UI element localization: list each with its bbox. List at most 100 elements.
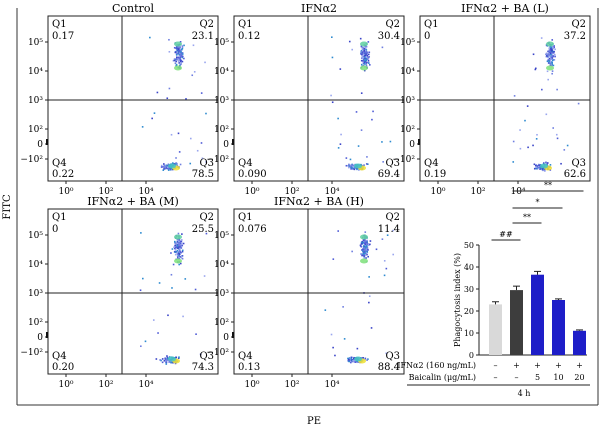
event-dot (392, 253, 395, 256)
event-dot (180, 256, 182, 259)
event-dot (545, 53, 547, 56)
event-dot (363, 251, 365, 254)
event-dot (362, 60, 364, 62)
event-dot (371, 118, 373, 121)
event-dot (177, 48, 180, 51)
event-dot (177, 132, 180, 135)
event-dot (547, 54, 549, 56)
event-dot (177, 357, 180, 359)
plot-frame (233, 208, 405, 375)
event-dot (340, 133, 342, 136)
scatter-dots (141, 36, 208, 171)
event-dot (181, 257, 184, 260)
event-dot (178, 244, 180, 247)
event-dot (181, 60, 184, 63)
event-dot (149, 36, 151, 39)
event-dot (361, 57, 364, 60)
event-dot (352, 360, 354, 362)
event-dot (171, 162, 174, 164)
event-dot (366, 243, 368, 245)
event-dot (179, 56, 182, 58)
event-dot (339, 68, 342, 70)
event-dot (555, 133, 558, 136)
q2-label: Q2 (571, 19, 586, 30)
event-dot (181, 55, 184, 58)
event-dot (174, 248, 177, 251)
event-dot (364, 358, 366, 361)
q1-label: Q1 (52, 212, 67, 223)
event-dot (177, 56, 180, 59)
event-dot (364, 47, 366, 49)
event-dot (360, 129, 363, 131)
event-dot (178, 46, 180, 49)
event-dot (166, 166, 169, 169)
event-dot (174, 51, 177, 54)
event-dot (549, 52, 552, 55)
event-dot (179, 49, 182, 52)
event-dot (369, 243, 371, 246)
event-dot (356, 168, 358, 171)
density-hotspot (354, 356, 362, 362)
event-dot (549, 164, 552, 166)
y-tick-label: 10⁴ (400, 67, 415, 77)
event-dot (552, 64, 555, 67)
event-dot (177, 247, 179, 249)
event-dot (548, 50, 551, 52)
event-dot (177, 47, 180, 50)
event-dot (189, 162, 192, 165)
event-dot (350, 166, 353, 168)
event-dot (363, 51, 365, 54)
q4-value: 0.19 (424, 169, 446, 180)
event-dot (369, 240, 372, 242)
event-dot (334, 354, 336, 357)
q3-value: 88.4 (378, 362, 400, 373)
density-hotspot (360, 258, 368, 264)
y-tick-label: 10³ (400, 96, 415, 106)
event-dot (180, 54, 183, 57)
plot-frame (47, 208, 219, 375)
event-dot (547, 50, 549, 53)
event-dot (360, 241, 363, 244)
event-dot (363, 62, 366, 65)
event-dot (553, 46, 555, 49)
event-dot (543, 167, 545, 170)
event-dot (535, 164, 538, 166)
event-dot (362, 64, 365, 67)
significance-label: ** (544, 181, 552, 190)
event-dot (175, 162, 177, 164)
event-dot (386, 234, 389, 236)
q1-value: 0.076 (238, 224, 267, 235)
event-dot (142, 277, 144, 280)
event-dot (368, 276, 370, 278)
q1-label: Q1 (238, 212, 253, 223)
event-dot (337, 147, 340, 149)
event-dot (550, 53, 552, 56)
event-dot (179, 41, 182, 43)
event-dot (175, 356, 178, 359)
event-dot (366, 61, 368, 64)
bar-y-tick-label: 40 (464, 263, 474, 272)
event-dot (157, 332, 159, 334)
event-dot (349, 357, 352, 359)
bar-y-tick-label: 30 (464, 285, 474, 294)
event-dot (332, 346, 334, 349)
event-dot (153, 112, 156, 114)
event-dot (566, 144, 569, 147)
event-dot (345, 164, 348, 167)
event-dot (367, 61, 370, 64)
q2-value: 37.2 (564, 31, 586, 42)
event-dot (178, 250, 181, 253)
event-dot (538, 166, 540, 168)
event-dot (162, 169, 165, 171)
event-dot (551, 63, 553, 66)
y-tick-label: 10⁴ (214, 67, 229, 77)
event-dot (351, 48, 354, 51)
event-dot (179, 246, 182, 249)
event-dot (184, 278, 187, 280)
event-dot (165, 359, 168, 361)
event-dot (176, 255, 179, 258)
density-hotspot (546, 41, 554, 47)
event-dot (548, 58, 551, 61)
event-dot (176, 56, 178, 59)
event-dot (179, 262, 182, 265)
